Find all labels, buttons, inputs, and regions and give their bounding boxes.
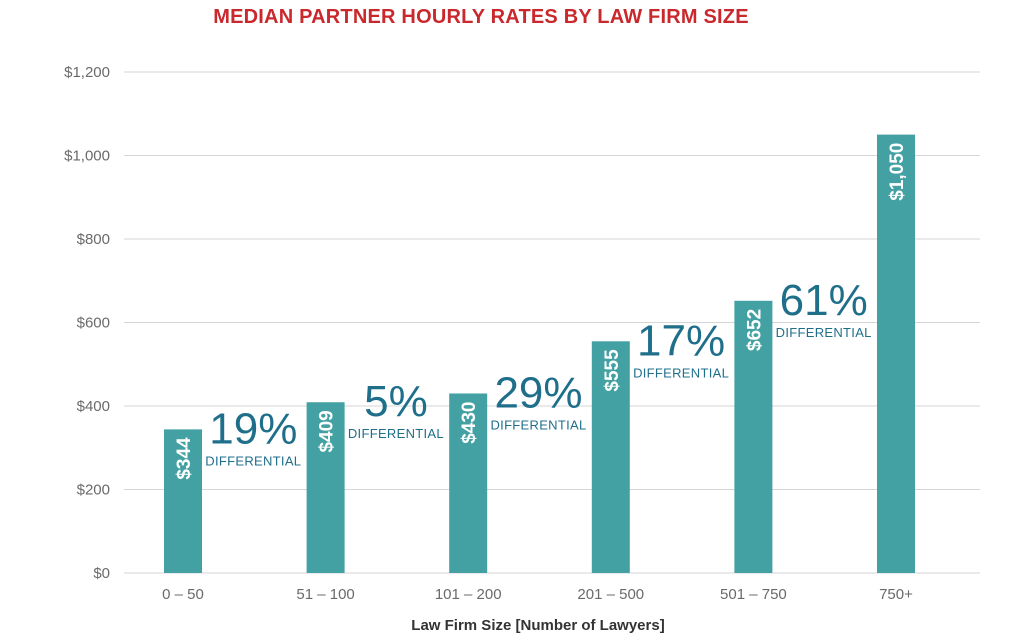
differential-annotations: 19%DIFFERENTIAL5%DIFFERENTIAL29%DIFFEREN… bbox=[205, 276, 871, 469]
x-tick-label: 101 – 200 bbox=[435, 586, 502, 603]
bar-value-label: $409 bbox=[317, 410, 338, 452]
differential-percent: 19% bbox=[209, 404, 297, 453]
bar-value-label: $652 bbox=[744, 309, 765, 351]
x-tick-label: 201 – 500 bbox=[577, 586, 644, 603]
bar bbox=[164, 429, 202, 573]
x-tick-label: 501 – 750 bbox=[720, 586, 787, 603]
bar-value-label: $1,050 bbox=[887, 143, 908, 201]
x-axis-label: Law Firm Size [Number of Lawyers] bbox=[411, 617, 664, 634]
bars: $344 $409 $430 $555 $652 $1,050 bbox=[164, 134, 915, 573]
differential-label: DIFFERENTIAL bbox=[633, 365, 729, 380]
y-tick-label: $1,200 bbox=[64, 64, 110, 81]
bar bbox=[449, 393, 488, 573]
chart-title: MEDIAN PARTNER HOURLY RATES BY LAW FIRM … bbox=[213, 6, 749, 28]
bar bbox=[306, 402, 345, 573]
y-tick-label: $0 bbox=[93, 565, 110, 582]
bar bbox=[734, 300, 773, 573]
x-tick-label: 51 – 100 bbox=[296, 586, 354, 603]
x-tick-label: 750+ bbox=[879, 586, 913, 603]
gridlines bbox=[124, 71, 980, 574]
differential-label: DIFFERENTIAL bbox=[490, 417, 586, 432]
bar-value-label: $430 bbox=[459, 401, 480, 443]
bar-value-label: $344 bbox=[174, 437, 195, 480]
bar-value-label: $555 bbox=[602, 349, 623, 392]
y-axis-ticks: $0 $200 $400 $600 $800 $1,000 $1,200 bbox=[64, 64, 110, 582]
differential-label: DIFFERENTIAL bbox=[776, 325, 872, 340]
y-tick-label: $600 bbox=[77, 315, 110, 332]
y-tick-label: $400 bbox=[77, 398, 110, 415]
differential-percent: 5% bbox=[364, 377, 428, 426]
y-tick-label: $800 bbox=[77, 231, 110, 248]
differential-label: DIFFERENTIAL bbox=[348, 426, 444, 441]
differential-label: DIFFERENTIAL bbox=[205, 453, 301, 468]
differential-percent: 17% bbox=[637, 316, 725, 365]
x-axis-ticks: 0 – 50 51 – 100 101 – 200 201 – 500 501 – 75… bbox=[162, 586, 913, 603]
y-tick-label: $200 bbox=[77, 482, 110, 499]
differential-percent: 29% bbox=[494, 368, 582, 417]
x-tick-label: 0 – 50 bbox=[162, 586, 204, 603]
bar bbox=[877, 134, 915, 573]
y-tick-label: $1,000 bbox=[64, 148, 110, 165]
bar bbox=[591, 341, 630, 573]
differential-percent: 61% bbox=[780, 276, 868, 325]
